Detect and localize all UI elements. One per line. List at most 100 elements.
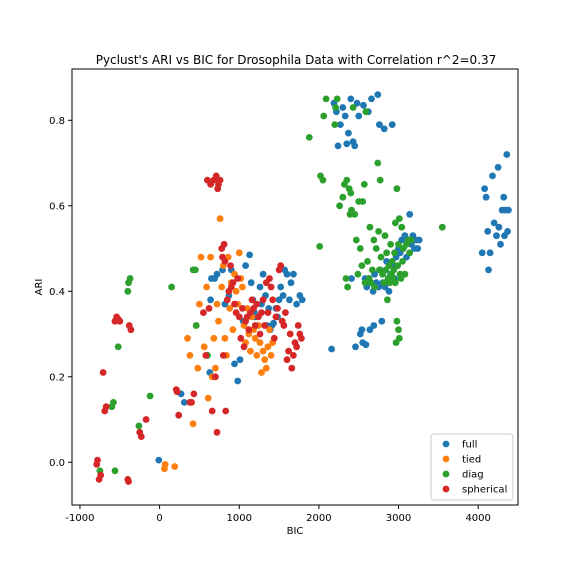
spherical-point <box>248 296 256 304</box>
tied-point <box>221 334 229 342</box>
diag-point <box>377 253 385 261</box>
full-point <box>481 185 488 193</box>
tied-point <box>239 283 246 291</box>
points-layer <box>93 91 512 485</box>
diag-point <box>381 232 389 240</box>
spherical-point <box>97 471 105 479</box>
diag-point <box>364 258 371 265</box>
full-point <box>293 300 300 308</box>
legend-box <box>430 433 514 501</box>
diag-point <box>366 223 374 231</box>
diag-point <box>388 258 396 265</box>
full-point <box>495 223 503 231</box>
spherical-point <box>142 416 150 423</box>
chart-title: Pyclust's ARI vs BIC for Drosophila Data… <box>96 53 497 67</box>
tied-point <box>196 300 203 308</box>
spherical-point <box>253 300 261 308</box>
diag-point <box>383 249 390 257</box>
tied-point <box>253 352 261 359</box>
diag-point <box>347 189 355 197</box>
spherical-point <box>277 262 285 269</box>
spherical-point <box>231 300 238 308</box>
full-point <box>343 140 351 148</box>
diag-point <box>358 262 366 269</box>
spherical-point <box>102 403 110 411</box>
full-point <box>485 266 492 274</box>
tied-point <box>264 343 272 351</box>
diag-point <box>384 296 391 304</box>
spherical-point <box>173 388 181 396</box>
full-point <box>246 251 254 259</box>
spherical-point <box>283 356 291 364</box>
spherical-point <box>202 352 210 359</box>
full-point <box>328 345 335 353</box>
diag-point <box>356 245 364 252</box>
full-point <box>355 112 363 120</box>
tied-point <box>256 339 264 346</box>
full-point <box>213 270 221 278</box>
spherical-point <box>208 407 216 415</box>
full-point <box>500 193 508 201</box>
spherical-point <box>269 296 277 304</box>
x-axis-label: BIC <box>287 526 304 537</box>
diag-point <box>126 275 134 282</box>
diag-point <box>393 185 401 193</box>
full-point <box>486 249 494 257</box>
legend-marker-tied <box>442 455 450 463</box>
spherical-point <box>280 322 288 329</box>
spherical-point <box>256 330 264 338</box>
diag-point <box>391 279 399 287</box>
tied-point <box>267 352 275 359</box>
spherical-point <box>234 275 242 282</box>
spherical-point <box>251 322 259 329</box>
tied-point <box>200 343 208 351</box>
tied-point <box>184 334 191 342</box>
tied-point <box>207 253 215 261</box>
full-point <box>298 296 306 304</box>
tied-point <box>212 364 219 372</box>
full-point <box>478 249 486 257</box>
x-axis: -1000 0 1000 2000 3000 4000 <box>65 505 491 524</box>
spherical-point <box>245 326 253 334</box>
legend-label-diag: diag <box>462 470 484 481</box>
full-point <box>388 121 396 128</box>
spherical-point <box>240 343 248 351</box>
diag-point <box>336 202 343 210</box>
full-point <box>358 326 366 334</box>
full-point <box>385 287 393 295</box>
full-point <box>286 296 293 304</box>
diag-point <box>354 270 362 278</box>
spherical-point <box>272 313 280 321</box>
x-tick-label: 2000 <box>306 513 331 524</box>
full-point <box>348 275 355 282</box>
full-point <box>503 151 511 158</box>
diag-point <box>391 219 399 227</box>
full-point <box>279 292 287 299</box>
diag-point <box>342 275 350 282</box>
full-point <box>290 270 297 278</box>
spherical-point <box>116 317 124 325</box>
spherical-point <box>94 456 101 464</box>
diag-point <box>124 287 132 295</box>
diag-point <box>316 243 324 250</box>
tied-point <box>197 253 205 261</box>
spherical-point <box>175 411 183 419</box>
legend-marker-full <box>442 440 450 448</box>
full-point <box>180 399 188 406</box>
full-point <box>360 101 367 109</box>
full-point <box>368 95 375 103</box>
spherical-point <box>223 296 231 304</box>
full-point <box>370 322 378 329</box>
full-point <box>490 219 498 227</box>
full-point <box>334 142 342 150</box>
diag-point <box>393 317 401 325</box>
legend-marker-diag <box>442 470 450 478</box>
tied-point <box>215 317 222 325</box>
full-point <box>482 193 490 201</box>
spherical-point <box>264 309 272 316</box>
diag-point <box>438 223 446 231</box>
tied-point <box>226 305 234 312</box>
diag-point <box>399 258 406 265</box>
tied-point <box>171 463 179 470</box>
spherical-point <box>290 352 297 359</box>
